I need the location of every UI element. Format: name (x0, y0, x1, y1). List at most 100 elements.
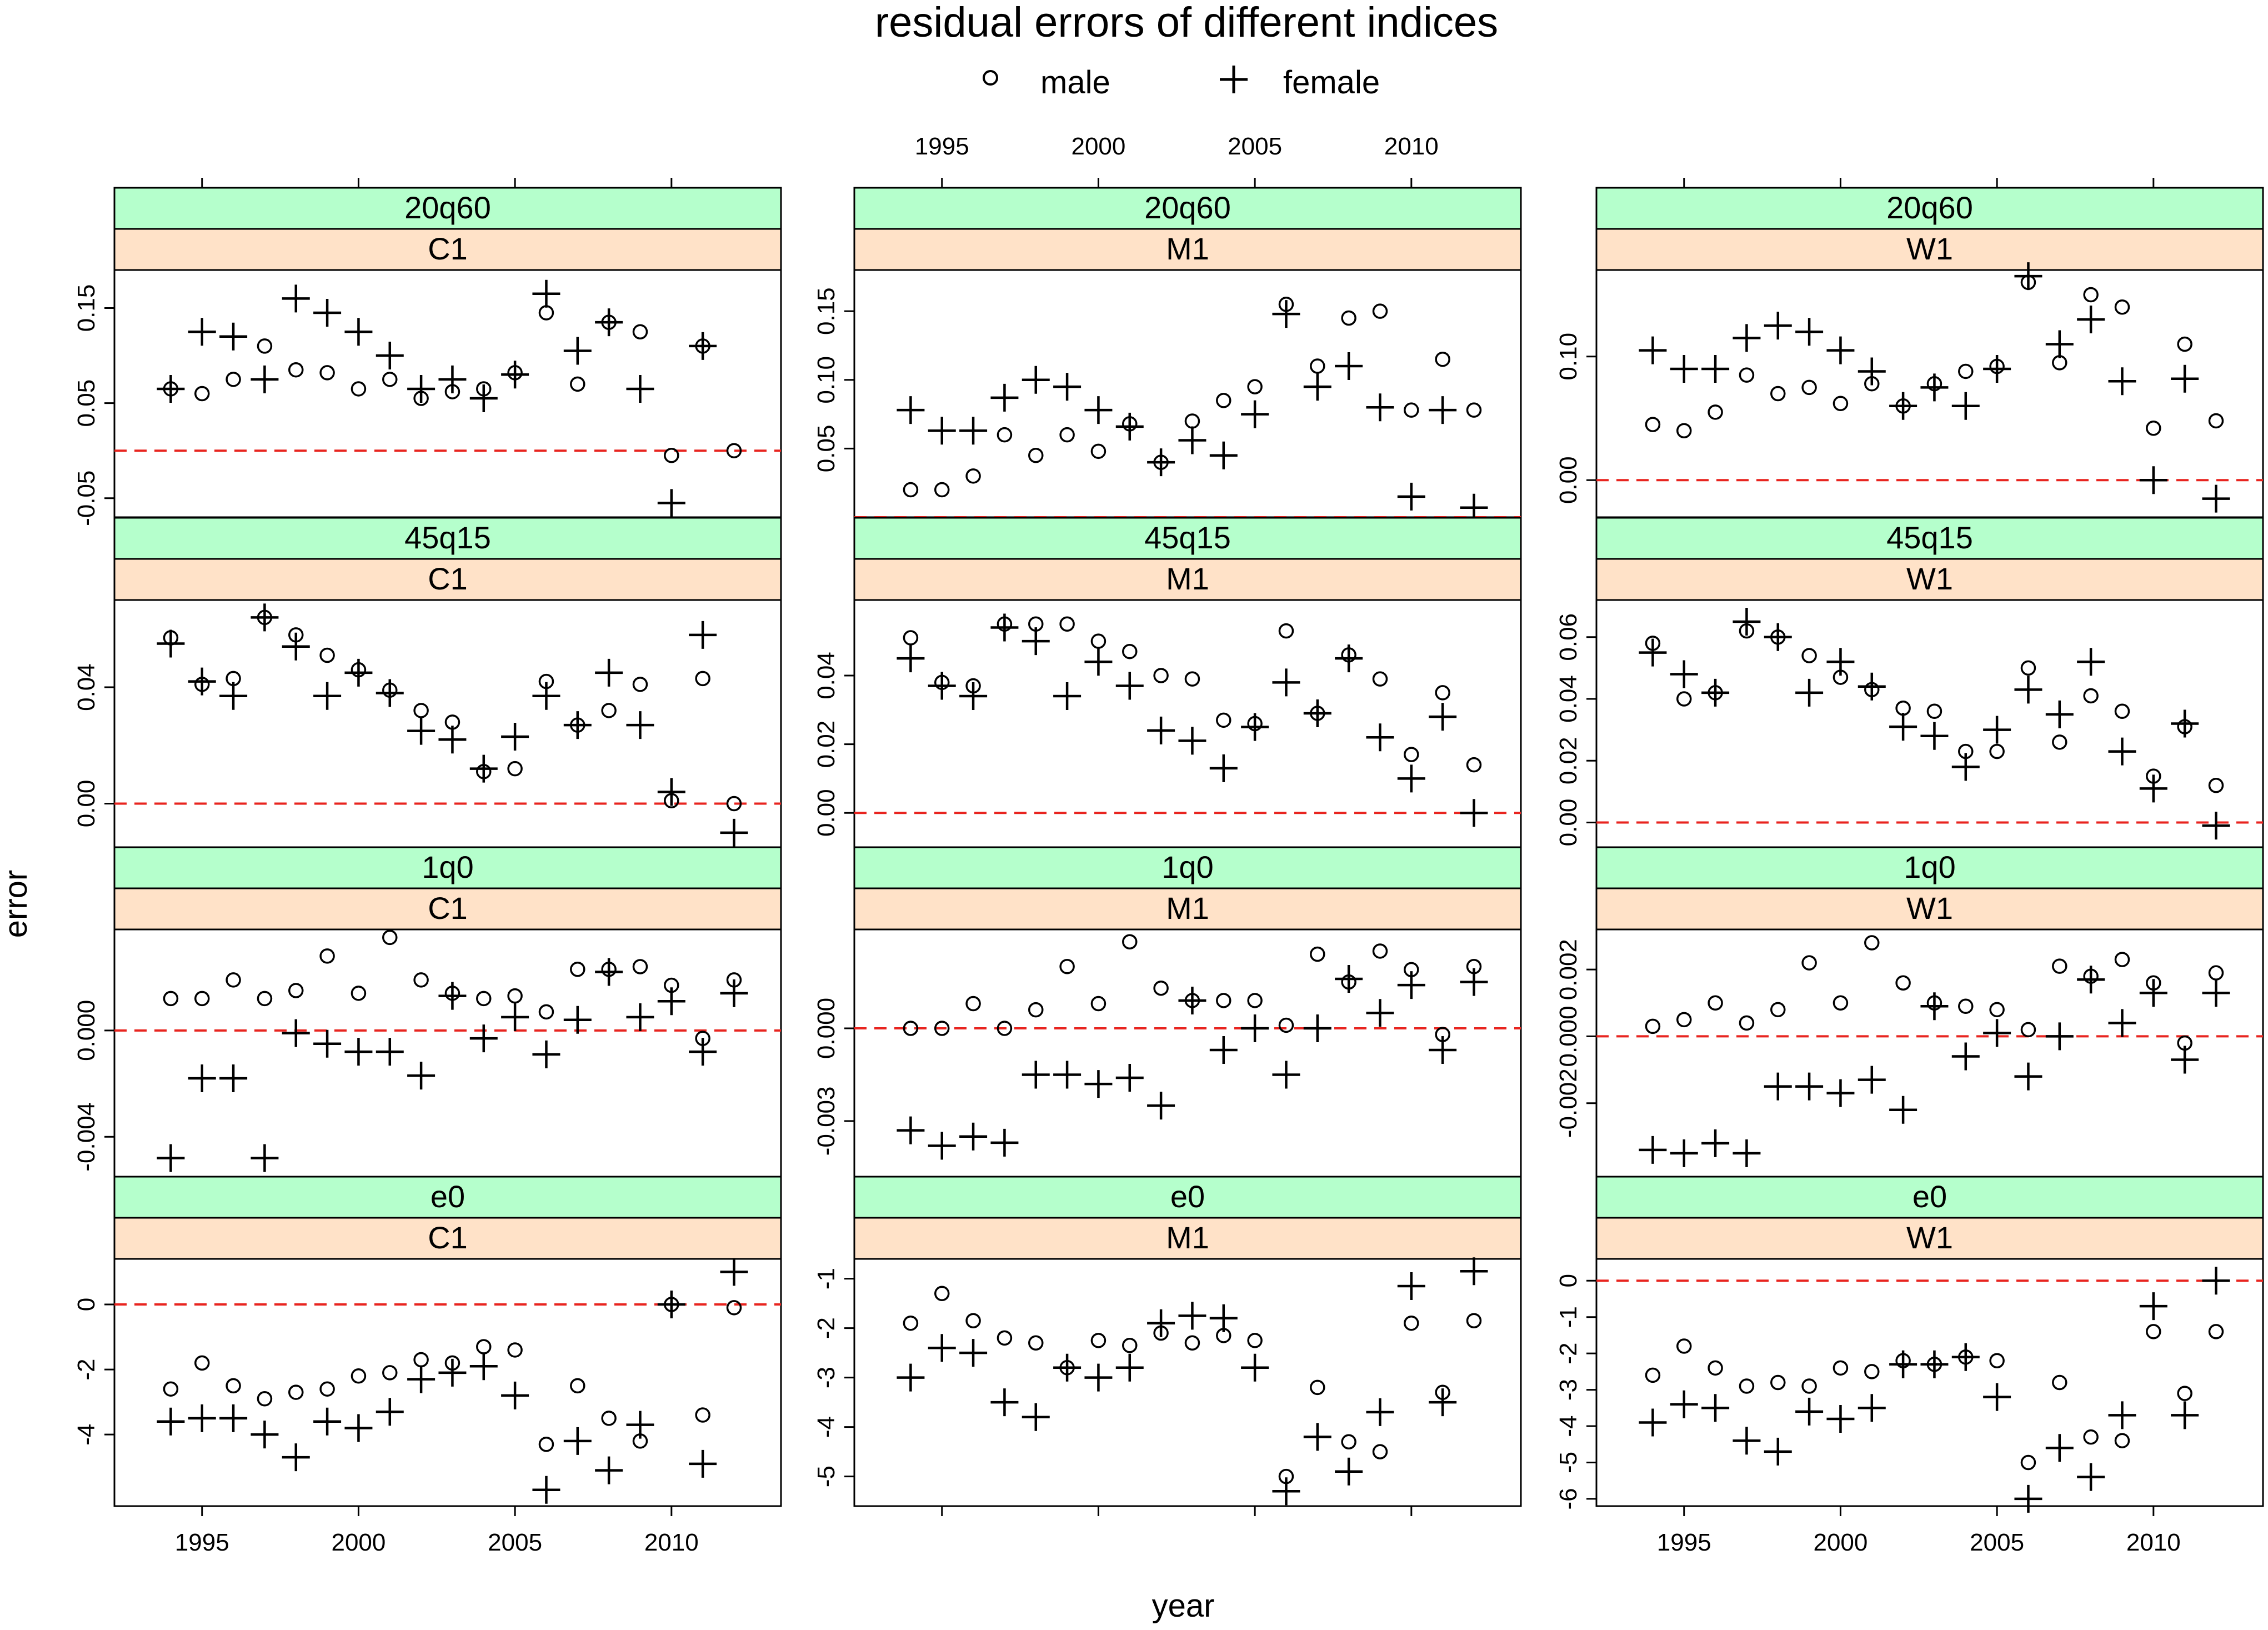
strip-index-label: 1q0 (422, 849, 473, 884)
point-female (1209, 441, 1238, 469)
point-male (1739, 1378, 1755, 1394)
point-female (1303, 1423, 1331, 1451)
point-female (469, 1024, 498, 1053)
point-female (1670, 355, 1698, 383)
point-male (2020, 1022, 2036, 1038)
point-male (2177, 336, 2192, 352)
point-female (1335, 1457, 1363, 1486)
strip-index-label: 20q60 (404, 190, 491, 225)
strip-model-bg (113, 228, 782, 271)
point-female (407, 1365, 435, 1393)
point-female (1826, 336, 1855, 364)
strip-index-bg (1595, 517, 2264, 560)
point-male (695, 671, 710, 687)
point-female (1429, 1036, 1457, 1064)
strip-model-bg (1595, 558, 2264, 601)
point-male (1770, 1374, 1786, 1391)
point-male (726, 443, 742, 458)
point-male (1028, 448, 1044, 463)
point-female (2045, 1022, 2074, 1051)
point-male (1090, 443, 1107, 459)
point-female (1053, 682, 1082, 711)
x-tick-label-top: 2000 (1071, 133, 1125, 160)
point-female (1335, 644, 1363, 673)
y-tick-label: 0.00 (1555, 456, 1582, 504)
panel-20q60-C1: 20q60 C1 -0.05 0.05 0.15 (73, 178, 782, 555)
x-tick-label: 1995 (1657, 1529, 1711, 1556)
point-male (351, 381, 367, 397)
point-female (990, 1128, 1019, 1157)
point-female (2014, 676, 2042, 704)
point-female (1053, 373, 1082, 401)
point-female (469, 754, 498, 783)
y-tick-label: 0.02 (813, 721, 840, 768)
plot-frame (853, 928, 1522, 1178)
strip-index-label: 20q60 (1144, 190, 1231, 225)
panel-grid: 20q60 C1 -0.05 0.05 0.15 20q60 M1 0.05 0.10 0.15 1… (73, 133, 2264, 1556)
point-male (1739, 367, 1755, 383)
point-female (1826, 1079, 1855, 1107)
panel-45q15-W1: 45q15 W1 0.00 0.02 0.04 0.06 (1555, 517, 2264, 848)
point-female (1178, 986, 1206, 1014)
point-female (720, 818, 748, 847)
point-female (1115, 412, 1144, 441)
point-male (1278, 623, 1294, 639)
point-female (657, 1290, 685, 1318)
point-male (2020, 660, 2036, 676)
point-male (1059, 959, 1075, 974)
strip-index-bg (113, 1176, 782, 1219)
y-tick-label: 0.000 (73, 1000, 100, 1061)
y-tick-label: 0.00 (813, 789, 840, 837)
point-female (1460, 493, 1488, 522)
point-female (1920, 1350, 1949, 1378)
point-female (532, 279, 560, 308)
y-tick-label: 0.10 (813, 356, 840, 404)
point-female (1951, 392, 1980, 420)
point-male (226, 972, 241, 988)
point-female (2171, 1046, 2199, 1074)
point-female (689, 1449, 717, 1478)
point-female (1733, 607, 1761, 636)
point-female (532, 1476, 560, 1504)
point-male (2052, 734, 2067, 750)
plot-frame (1595, 1258, 2264, 1507)
point-male (2020, 1454, 2036, 1471)
point-female (897, 396, 925, 424)
point-female (1795, 1072, 1824, 1101)
x-tick-label: 2010 (2126, 1529, 2181, 1556)
point-female (1983, 1383, 2011, 1411)
point-female (990, 1388, 1019, 1417)
point-female (626, 374, 654, 403)
point-male (997, 1021, 1013, 1036)
point-female (990, 613, 1019, 642)
y-tick-label: 0.000 (813, 998, 840, 1059)
point-male (632, 677, 648, 692)
point-female (1084, 1363, 1113, 1392)
x-tick-label: 2000 (331, 1529, 385, 1556)
point-male (288, 362, 304, 378)
point-female (1920, 992, 1949, 1021)
point-female (188, 318, 216, 346)
strip-model-bg (853, 887, 1522, 931)
point-female (2139, 1292, 2167, 1321)
y-axis-label: error (0, 870, 34, 938)
point-female (563, 337, 592, 365)
point-female (1460, 968, 1488, 996)
point-female (2139, 979, 2167, 1007)
point-female (595, 958, 623, 986)
x-tick-label-top: 1995 (915, 133, 969, 160)
point-female (1115, 1064, 1144, 1092)
point-female (1920, 373, 1949, 402)
point-male (382, 929, 398, 946)
point-male (1801, 648, 1817, 663)
point-female (376, 342, 404, 370)
point-female (219, 1404, 248, 1432)
y-tick-label: 0.15 (813, 287, 840, 335)
point-male (1466, 757, 1482, 773)
point-male (1645, 417, 1661, 432)
point-female (1366, 1398, 1394, 1426)
point-male (1739, 1015, 1755, 1031)
point-female (563, 1427, 592, 1455)
point-male (2208, 778, 2224, 793)
point-female (1241, 1353, 1269, 1382)
